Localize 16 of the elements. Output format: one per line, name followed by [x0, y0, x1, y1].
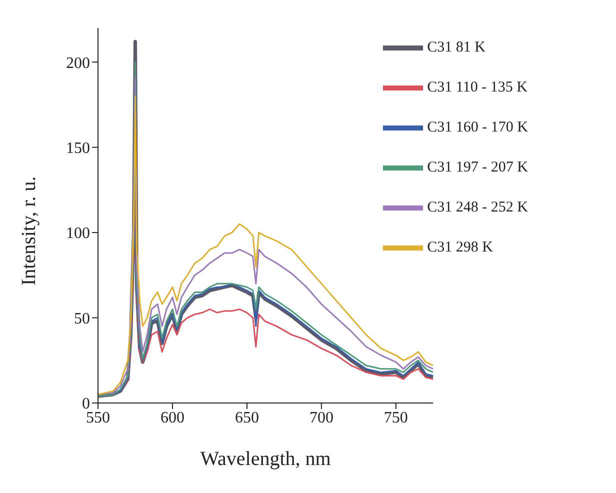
y-axis-title: Intensity, r. u. [18, 176, 40, 286]
x-axis-title: Wavelength, nm [200, 448, 332, 470]
legend-label: C31 298 K [427, 239, 493, 256]
x-tick-label: 650 [234, 409, 259, 426]
legend-label: C31 248 - 252 K [427, 199, 528, 216]
legend-label: C31 197 - 207 K [427, 159, 528, 176]
y-tick-label: 150 [66, 140, 90, 157]
x-tick-label: 600 [160, 409, 184, 426]
y-tick-label: 100 [66, 225, 90, 242]
x-tick-label: 700 [309, 409, 334, 426]
x-tick-label: 750 [384, 409, 408, 426]
legend-label: C31 110 - 135 K [427, 79, 528, 96]
y-tick-label: 50 [74, 310, 90, 328]
legend-label: C31 81 K [427, 39, 486, 56]
y-tick-label: 200 [66, 54, 90, 72]
legend-label: C31 160 - 170 K [427, 119, 528, 136]
